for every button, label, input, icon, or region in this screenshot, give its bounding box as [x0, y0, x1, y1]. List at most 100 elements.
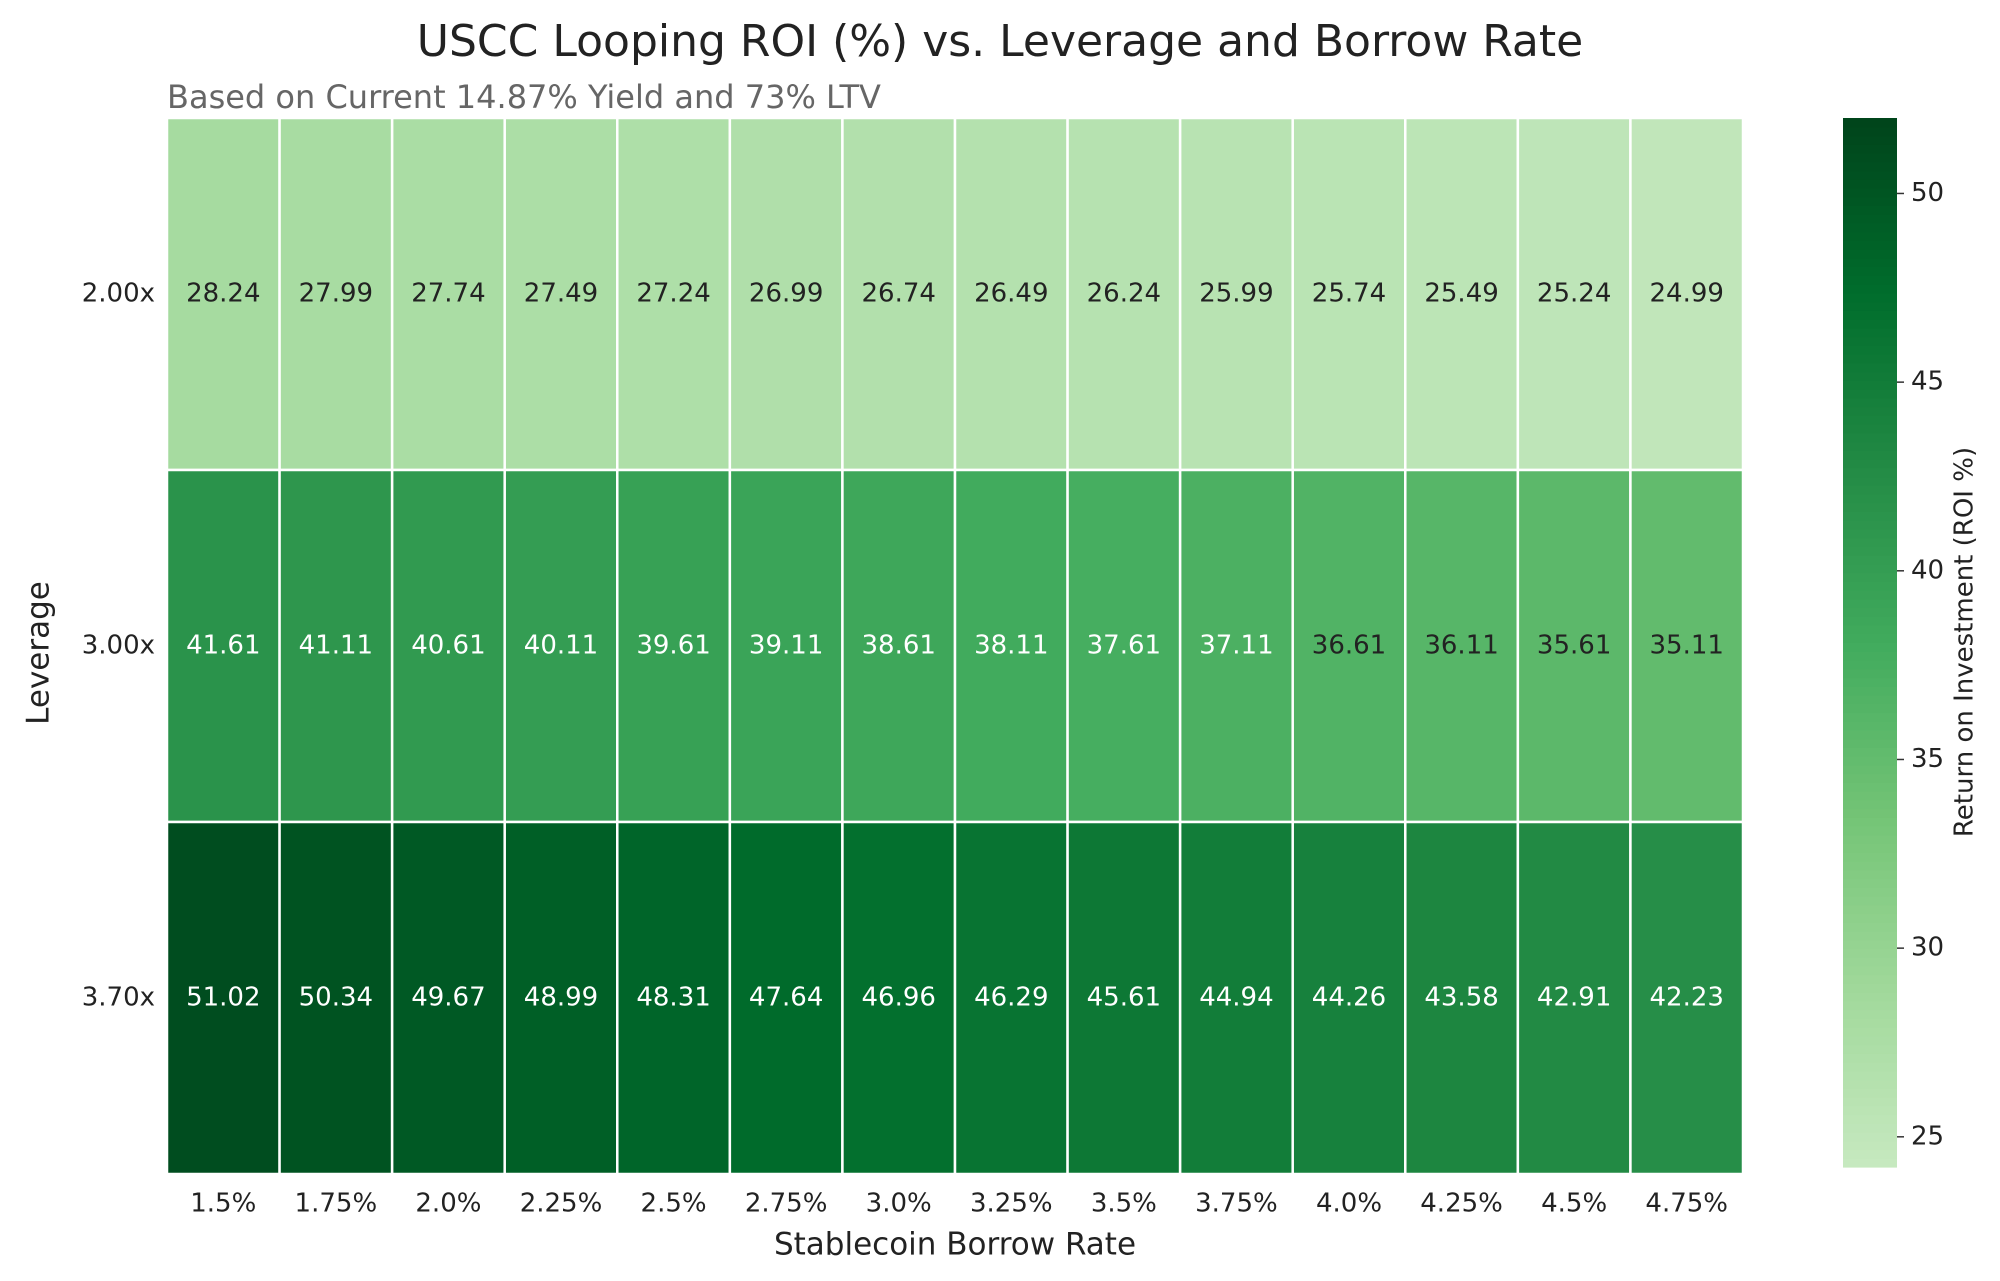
colorbar-segment	[1843, 214, 1897, 224]
cell-label: 38.11	[974, 631, 1048, 661]
colorbar-segment	[1843, 380, 1897, 390]
cell-label: 25.99	[1199, 279, 1273, 309]
colorbar-segment	[1843, 458, 1897, 469]
heatmap-cell	[841, 820, 957, 1176]
cell-label: 49.67	[411, 983, 485, 1013]
y-tick-label: 2.00x	[82, 279, 155, 309]
cell-label: 51.02	[186, 983, 260, 1013]
cell-label: 44.94	[1199, 983, 1273, 1013]
colorbar-segment	[1843, 423, 1897, 434]
x-tick-label: 3.25%	[970, 1189, 1053, 1219]
cell-label: 27.74	[411, 279, 485, 309]
heatmap-cell	[165, 820, 281, 1176]
colorbar-segment	[1843, 555, 1897, 565]
x-tick-label: 3.75%	[1195, 1189, 1278, 1219]
heatmap-cell	[841, 468, 957, 824]
colorbar-segment	[1843, 528, 1897, 539]
colorbar-segment	[1843, 1097, 1897, 1107]
cell-label: 42.23	[1649, 983, 1723, 1013]
y-tick-label: 3.70x	[82, 983, 155, 1013]
colorbar-segment	[1843, 240, 1897, 250]
colorbar-label: Return on Investment (ROI %)	[1950, 447, 1980, 837]
colorbar-segment	[1843, 563, 1897, 574]
x-tick-label: 1.75%	[295, 1189, 378, 1219]
cell-label: 25.74	[1312, 279, 1386, 309]
colorbar-segment	[1843, 1044, 1897, 1054]
colorbar-segment	[1843, 948, 1897, 958]
colorbar-segment	[1843, 896, 1897, 906]
colorbar-segment	[1843, 834, 1897, 845]
cell-label: 46.29	[974, 983, 1048, 1013]
colorbar-segment	[1843, 1140, 1897, 1151]
y-tick-label: 3.00x	[82, 631, 155, 661]
x-axis-label: Stablecoin Borrow Rate	[774, 1227, 1136, 1263]
colorbar-tick-label: 30	[1911, 933, 1944, 963]
x-tick-label: 4.25%	[1420, 1189, 1503, 1219]
colorbar-segment	[1843, 677, 1897, 687]
cell-label: 26.74	[861, 279, 935, 309]
colorbar-segment	[1843, 1088, 1897, 1098]
colorbar-segment	[1843, 1062, 1897, 1072]
colorbar-segment	[1843, 476, 1897, 486]
cell-label: 47.64	[749, 983, 823, 1013]
cell-label: 27.24	[636, 279, 710, 309]
colorbar-segment	[1843, 319, 1897, 329]
colorbar-segment	[1843, 432, 1897, 443]
cell-label: 28.24	[186, 279, 260, 309]
colorbar-segment	[1843, 1114, 1897, 1124]
heatmap-cell	[390, 468, 506, 824]
heatmap-cell	[1516, 820, 1632, 1176]
cell-label: 41.61	[186, 631, 260, 661]
heatmap-cell	[390, 116, 506, 472]
heatmap-cell	[728, 820, 844, 1176]
colorbar-segment	[1843, 371, 1897, 381]
colorbar-segment	[1843, 406, 1897, 416]
cell-label: 25.49	[1424, 279, 1498, 309]
cell-label: 35.61	[1537, 631, 1611, 661]
colorbar-segment	[1843, 773, 1897, 783]
cell-label: 25.24	[1537, 279, 1611, 309]
colorbar-tick-label: 35	[1911, 744, 1944, 774]
colorbar-segment	[1843, 450, 1897, 460]
cell-label: 40.11	[524, 631, 598, 661]
heatmap-cell	[953, 820, 1069, 1176]
colorbar-segment	[1843, 1149, 1897, 1159]
colorbar-segment	[1843, 354, 1897, 364]
heatmap-cell	[503, 116, 619, 472]
heatmap-cell	[165, 116, 281, 472]
colorbar-segment	[1843, 1035, 1897, 1046]
heatmap-cell	[1404, 820, 1520, 1176]
colorbar-segment	[1843, 581, 1897, 591]
x-tick-label: 2.25%	[520, 1189, 603, 1219]
colorbar-segment	[1843, 930, 1897, 941]
colorbar-segment	[1843, 537, 1897, 547]
cell-label: 35.11	[1649, 631, 1723, 661]
colorbar-segment	[1843, 1027, 1897, 1037]
colorbar-segment	[1843, 826, 1897, 836]
colorbar-tick-label: 50	[1911, 178, 1944, 208]
colorbar-segment	[1843, 441, 1897, 451]
x-tick-label: 1.5%	[190, 1189, 256, 1219]
colorbar-segment	[1843, 467, 1897, 478]
x-tick-label: 3.5%	[1091, 1189, 1157, 1219]
colorbar-segment	[1843, 196, 1897, 207]
heatmap-cell	[953, 468, 1069, 824]
colorbar-segment	[1843, 668, 1897, 679]
colorbar-segment	[1843, 633, 1897, 644]
colorbar-segment	[1843, 249, 1897, 259]
colorbar-segment	[1843, 144, 1897, 154]
colorbar-segment	[1843, 913, 1897, 923]
y-axis-label: Leverage	[21, 581, 57, 725]
colorbar-segment	[1843, 1105, 1897, 1116]
colorbar-tick-label: 40	[1911, 555, 1944, 585]
colorbar-segment	[1843, 502, 1897, 512]
cell-label: 26.49	[974, 279, 1048, 309]
cell-label: 36.11	[1424, 631, 1498, 661]
cell-label: 44.26	[1312, 983, 1386, 1013]
cell-label: 46.96	[861, 983, 935, 1013]
colorbar-segment	[1843, 257, 1897, 268]
colorbar-segment	[1843, 275, 1897, 285]
colorbar-segment	[1843, 179, 1897, 189]
cell-label: 50.34	[299, 983, 373, 1013]
heatmap-cell	[728, 116, 844, 472]
